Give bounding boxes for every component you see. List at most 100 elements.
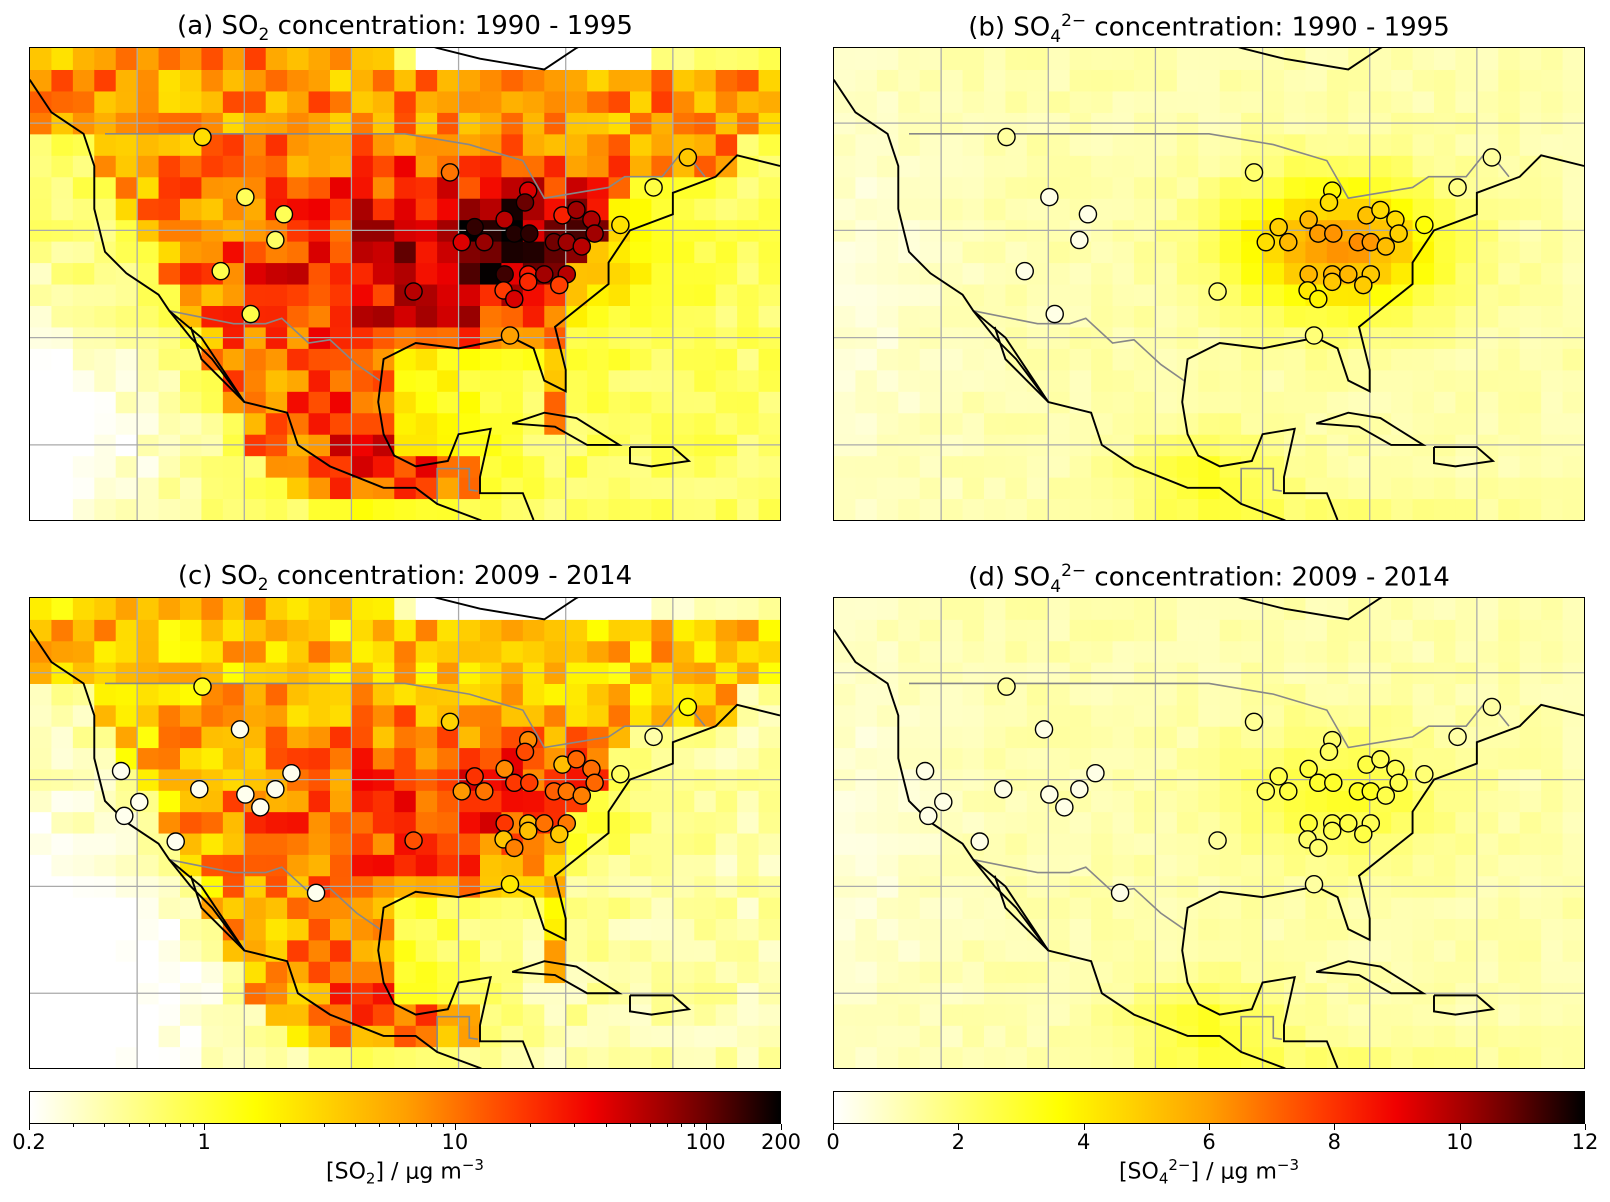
heatmap-cell: [115, 640, 138, 663]
heatmap-cell: [1348, 619, 1371, 642]
heatmap-cell: [137, 598, 160, 620]
heatmap-cell: [30, 155, 52, 178]
heatmap-cell: [372, 155, 395, 178]
country-border-central-america: [1240, 467, 1282, 504]
heatmap-cell: [1241, 284, 1264, 306]
heatmap-cell: [1198, 198, 1221, 221]
heatmap-cell: [1434, 1025, 1456, 1048]
heatmap-cell: [1476, 198, 1499, 221]
heatmap-cell: [694, 833, 717, 855]
heatmap-cell: [222, 48, 245, 70]
heatmap-cell: [1562, 683, 1584, 706]
station-marker: [475, 232, 494, 252]
heatmap-cell: [834, 640, 856, 663]
heatmap-cell: [437, 1046, 460, 1068]
heatmap-cell: [758, 897, 780, 919]
heatmap-cell: [501, 640, 524, 663]
heatmap-cell: [180, 939, 202, 962]
heatmap-cell: [94, 939, 117, 962]
heatmap-cell: [1026, 683, 1049, 706]
heatmap-cell: [1026, 391, 1049, 414]
heatmap-cell: [437, 897, 460, 919]
heatmap-cell: [1562, 369, 1584, 392]
heatmap-cell: [437, 412, 460, 435]
heatmap-cell: [834, 455, 856, 478]
heatmap-cell: [1005, 619, 1028, 642]
heatmap-cell: [962, 939, 985, 962]
heatmap-cell: [1005, 726, 1028, 749]
heatmap-cell: [1112, 348, 1135, 371]
heatmap-cell: [30, 811, 52, 834]
heatmap-cell: [1498, 854, 1521, 877]
heatmap-cell: [737, 90, 760, 113]
heatmap-cell: [962, 284, 985, 306]
station-marker: [211, 261, 230, 281]
heatmap-cell: [737, 284, 760, 306]
heatmap-cell: [587, 619, 610, 642]
heatmap-cell: [115, 348, 138, 371]
heatmap-cell: [834, 498, 856, 520]
heatmap-cell: [855, 391, 878, 414]
heatmap-cell: [72, 1025, 95, 1048]
heatmap-cell: [480, 198, 502, 221]
heatmap-cell: [308, 455, 331, 478]
heatmap-cell: [672, 1046, 695, 1068]
heatmap-cell: [984, 1025, 1006, 1048]
heatmap-cell: [351, 619, 374, 642]
heatmap-cell: [962, 69, 985, 92]
heatmap-cell: [1412, 1025, 1435, 1048]
heatmap-cell: [330, 155, 352, 178]
heatmap-cell: [876, 811, 899, 834]
heatmap-cell: [158, 1003, 181, 1026]
heatmap-cell: [1562, 619, 1584, 642]
heatmap-cell: [137, 477, 160, 500]
station-marker: [1110, 883, 1130, 903]
heatmap-cell: [180, 854, 202, 877]
heatmap-cell: [1498, 1025, 1521, 1048]
heatmap-cell: [1241, 726, 1264, 749]
heatmap-cell: [522, 90, 545, 113]
heatmap-cell: [962, 1003, 985, 1026]
heatmap-cell: [308, 90, 331, 113]
heatmap-cell: [1434, 747, 1456, 770]
heatmap-cell: [1241, 198, 1264, 221]
heatmap-cell: [758, 262, 780, 285]
heatmap-cell: [30, 348, 52, 371]
heatmap-cell: [1112, 305, 1135, 328]
heatmap-cell: [30, 477, 52, 500]
heatmap-cell: [1134, 747, 1156, 770]
heatmap-cell: [1091, 262, 1114, 285]
heatmap-cell: [1284, 1046, 1306, 1068]
heatmap-cell: [287, 498, 310, 520]
heatmap-cell: [265, 155, 288, 178]
heatmap-cell: [630, 69, 652, 92]
heatmap-cell: [137, 833, 160, 855]
heatmap-cell: [1434, 155, 1456, 178]
heatmap-cell: [1198, 918, 1221, 941]
heatmap-cell: [1326, 1003, 1349, 1026]
heatmap-cell: [1091, 811, 1114, 834]
heatmap-cell: [694, 854, 717, 877]
heatmap-cell: [1326, 918, 1349, 941]
heatmap-cell: [308, 1003, 331, 1026]
station-marker: [236, 785, 255, 804]
heatmap-cell: [480, 704, 502, 727]
heatmap-cell: [1391, 1046, 1414, 1068]
heatmap-cell: [222, 477, 245, 500]
heatmap-cell: [1348, 939, 1371, 962]
heatmap-cell: [1412, 412, 1435, 435]
heatmap-cell: [630, 1025, 652, 1048]
colorbar-tick-label: 10: [441, 1130, 469, 1154]
heatmap-cell: [201, 598, 224, 620]
heatmap-cell: [1391, 640, 1414, 663]
heatmap-cell: [1391, 348, 1414, 371]
heatmap-cell: [876, 69, 899, 92]
heatmap-cell: [962, 241, 985, 264]
heatmap-cell: [941, 726, 964, 749]
heatmap-cell: [898, 48, 921, 70]
heatmap-cell: [1369, 477, 1392, 500]
heatmap-cell: [308, 284, 331, 306]
coastline-cuba: [1315, 411, 1427, 446]
heatmap-cell: [1155, 90, 1178, 113]
station-marker: [1299, 814, 1318, 833]
